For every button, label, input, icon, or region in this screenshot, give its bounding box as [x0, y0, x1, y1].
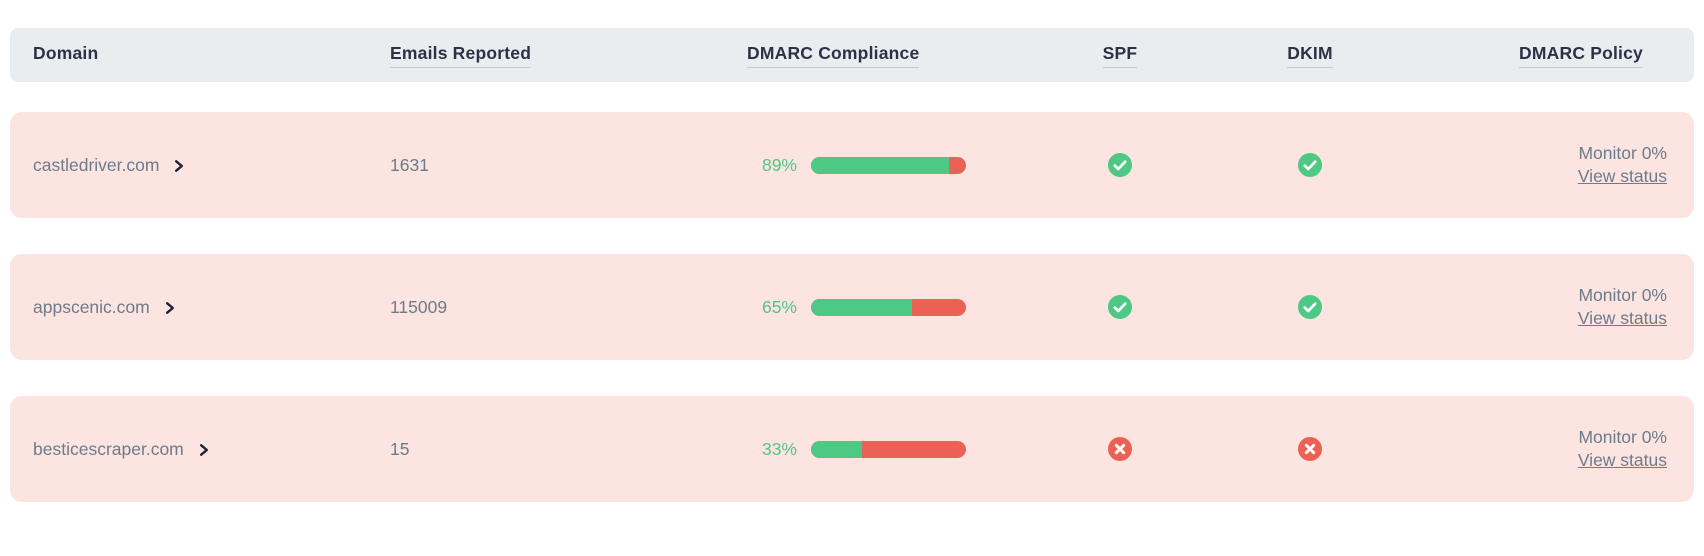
compliance-progress-fill	[811, 298, 912, 316]
compliance-progress-bar	[811, 298, 966, 316]
table-header-row: Domain Emails Reported DMARC Compliance …	[10, 28, 1694, 82]
domain-name[interactable]: castledriver.com	[33, 154, 160, 175]
compliance-percent-label: 65%	[761, 296, 797, 317]
dmarc-policy-mode: Monitor 0%	[1578, 426, 1667, 447]
compliance-percent-label: 33%	[761, 438, 797, 459]
table-row[interactable]: appscenic.com 115009 65% Monitor 0% View…	[10, 254, 1694, 360]
domain-cell: castledriver.com	[33, 155, 390, 176]
column-header: DMARC Compliance	[747, 43, 1040, 68]
x-circle-icon	[1108, 437, 1132, 461]
emails-reported-value: 15	[390, 438, 410, 459]
compliance-progress-bar	[811, 156, 966, 174]
chevron-right-icon[interactable]	[163, 301, 177, 315]
dkim-status-icon	[1298, 437, 1322, 461]
column-header-label[interactable]: DMARC Compliance	[747, 43, 920, 68]
column-header-label: Domain	[33, 43, 99, 63]
check-circle-icon	[1108, 153, 1132, 177]
dkim-cell	[1200, 437, 1420, 461]
emails-reported-cell: 15	[390, 439, 747, 460]
x-circle-icon	[1298, 437, 1322, 461]
emails-reported-cell: 115009	[390, 297, 747, 318]
dkim-status-icon	[1298, 295, 1322, 319]
column-header: SPF	[1040, 43, 1200, 68]
dmarc-policy-mode: Monitor 0%	[1578, 284, 1667, 305]
table-row[interactable]: besticescraper.com 15 33% Monitor 0% Vie…	[10, 396, 1694, 502]
spf-cell	[1040, 437, 1200, 461]
spf-cell	[1040, 295, 1200, 319]
chevron-right-icon[interactable]	[172, 159, 186, 173]
dmarc-compliance-cell: 33%	[747, 439, 1040, 460]
domain-name[interactable]: appscenic.com	[33, 296, 150, 317]
column-header: DMARC Policy	[1420, 43, 1667, 68]
dmarc-compliance-cell: 89%	[747, 155, 1040, 176]
dkim-cell	[1200, 153, 1420, 177]
column-header: Domain	[33, 43, 390, 67]
compliance-percent-label: 89%	[761, 154, 797, 175]
domains-table: Domain Emails Reported DMARC Compliance …	[10, 28, 1694, 502]
view-status-link[interactable]: View status	[1577, 450, 1667, 470]
compliance-progress-fill	[811, 440, 863, 458]
check-circle-icon	[1298, 295, 1322, 319]
dkim-status-icon	[1298, 153, 1322, 177]
view-status-link[interactable]: View status	[1577, 308, 1667, 328]
table-body: castledriver.com 1631 89% Monitor 0% Vie…	[10, 112, 1694, 502]
dmarc-policy-cell: Monitor 0% View status	[1420, 284, 1667, 330]
view-status-link[interactable]: View status	[1577, 166, 1667, 186]
emails-reported-value: 1631	[390, 154, 429, 175]
emails-reported-cell: 1631	[390, 155, 747, 176]
spf-cell	[1040, 153, 1200, 177]
dkim-cell	[1200, 295, 1420, 319]
table-row[interactable]: castledriver.com 1631 89% Monitor 0% Vie…	[10, 112, 1694, 218]
spf-status-icon	[1108, 295, 1132, 319]
compliance-progress-bar	[811, 440, 966, 458]
domain-name[interactable]: besticescraper.com	[33, 438, 184, 459]
column-header-label[interactable]: Emails Reported	[390, 43, 532, 68]
column-header-label[interactable]: SPF	[1102, 43, 1138, 68]
domain-cell: appscenic.com	[33, 297, 390, 318]
chevron-right-icon[interactable]	[197, 443, 211, 457]
check-circle-icon	[1108, 295, 1132, 319]
domain-cell: besticescraper.com	[33, 439, 390, 460]
column-header: DKIM	[1200, 43, 1420, 68]
dmarc-compliance-cell: 65%	[747, 297, 1040, 318]
spf-status-icon	[1108, 153, 1132, 177]
column-header-label[interactable]: DMARC Policy	[1519, 43, 1643, 68]
dmarc-policy-cell: Monitor 0% View status	[1420, 426, 1667, 472]
compliance-progress-fill	[811, 156, 949, 174]
column-header: Emails Reported	[390, 43, 747, 68]
spf-status-icon	[1108, 437, 1132, 461]
emails-reported-value: 115009	[390, 296, 448, 317]
check-circle-icon	[1298, 153, 1322, 177]
dmarc-policy-mode: Monitor 0%	[1578, 142, 1667, 163]
column-header-label[interactable]: DKIM	[1287, 43, 1333, 68]
dmarc-policy-cell: Monitor 0% View status	[1420, 142, 1667, 188]
